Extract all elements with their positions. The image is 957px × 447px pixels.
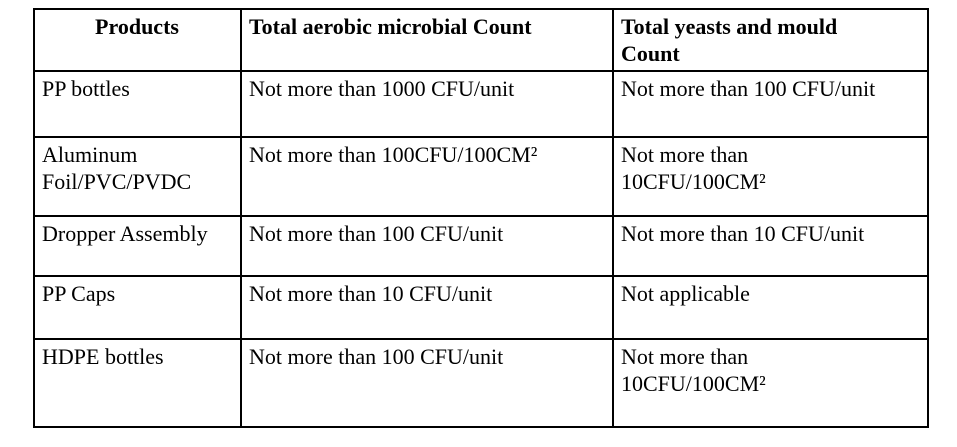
yeast-mould-count-cell: Not more than 100 CFU/unit <box>612 70 929 138</box>
header-yeast-mould-count: Total yeasts and mould Count <box>612 8 929 72</box>
product-cell: Aluminum Foil/PVC/PVDC <box>33 136 242 217</box>
microbial-limits-table: Products Total aerobic microbial Count T… <box>33 8 929 428</box>
header-aerobic-count: Total aerobic microbial Count <box>240 8 614 72</box>
yeast-mould-count-cell: Not more than 10CFU/100CM² <box>612 136 929 217</box>
yeast-mould-count-cell: Not more than 10CFU/100CM² <box>612 338 929 428</box>
aerobic-count-cell: Not more than 100CFU/100CM² <box>240 136 614 217</box>
aerobic-count-cell: Not more than 1000 CFU/unit <box>240 70 614 138</box>
aerobic-count-cell: Not more than 100 CFU/unit <box>240 215 614 277</box>
yeast-mould-count-cell: Not more than 10 CFU/unit <box>612 215 929 277</box>
header-row: Products Total aerobic microbial Count T… <box>33 8 929 72</box>
table-row: Aluminum Foil/PVC/PVDC Not more than 100… <box>33 136 929 217</box>
header-products: Products <box>33 8 242 72</box>
table-header: Products Total aerobic microbial Count T… <box>33 8 929 72</box>
table-body: PP bottles Not more than 1000 CFU/unit N… <box>33 70 929 428</box>
table-row: HDPE bottles Not more than 100 CFU/unit … <box>33 338 929 428</box>
product-cell: PP Caps <box>33 275 242 340</box>
aerobic-count-cell: Not more than 10 CFU/unit <box>240 275 614 340</box>
yeast-mould-count-cell: Not applicable <box>612 275 929 340</box>
table-row: PP bottles Not more than 1000 CFU/unit N… <box>33 70 929 138</box>
aerobic-count-cell: Not more than 100 CFU/unit <box>240 338 614 428</box>
table-row: Dropper Assembly Not more than 100 CFU/u… <box>33 215 929 277</box>
product-cell: PP bottles <box>33 70 242 138</box>
product-cell: Dropper Assembly <box>33 215 242 277</box>
table-row: PP Caps Not more than 10 CFU/unit Not ap… <box>33 275 929 340</box>
product-cell: HDPE bottles <box>33 338 242 428</box>
